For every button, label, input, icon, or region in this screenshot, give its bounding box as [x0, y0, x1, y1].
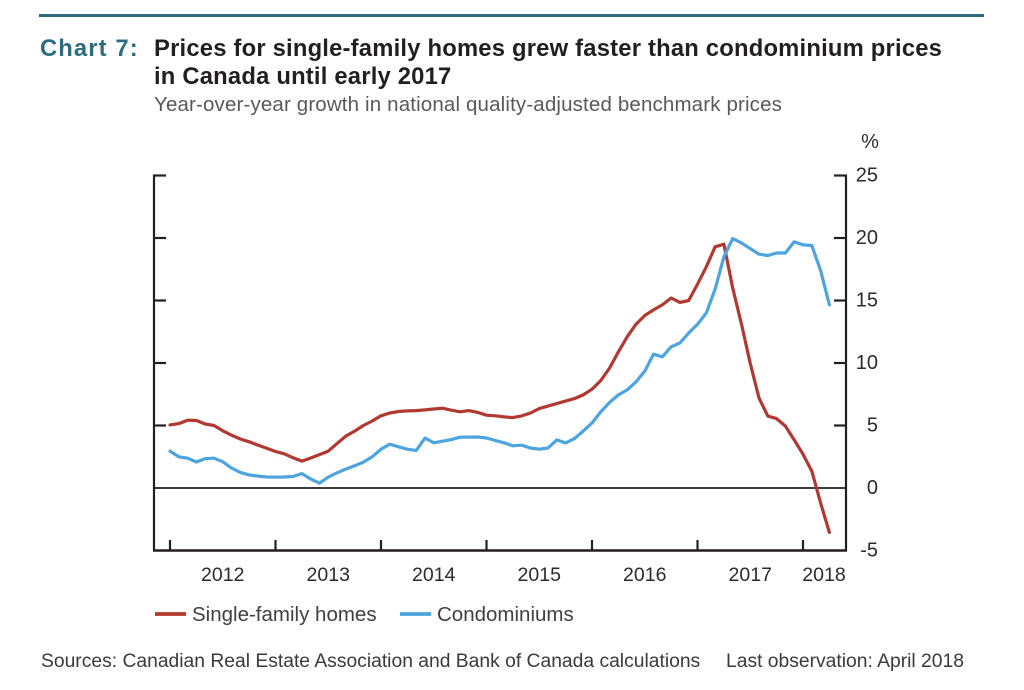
svg-text:10: 10	[856, 352, 878, 374]
svg-text:2018: 2018	[802, 564, 845, 586]
svg-text:5: 5	[867, 415, 878, 437]
svg-text:2016: 2016	[623, 564, 666, 586]
svg-text:2012: 2012	[201, 564, 244, 586]
svg-text:2013: 2013	[307, 564, 350, 586]
svg-text:15: 15	[856, 290, 878, 312]
svg-text:-5: -5	[860, 540, 878, 562]
svg-text:20: 20	[856, 227, 878, 249]
svg-text:2015: 2015	[518, 564, 562, 586]
svg-text:2017: 2017	[729, 564, 772, 586]
svg-text:%: %	[861, 131, 879, 153]
svg-text:Condominiums: Condominiums	[437, 603, 574, 626]
svg-text:Single-family homes: Single-family homes	[192, 603, 377, 626]
svg-text:2014: 2014	[412, 564, 456, 586]
svg-text:25: 25	[856, 165, 878, 187]
svg-text:0: 0	[867, 477, 878, 499]
